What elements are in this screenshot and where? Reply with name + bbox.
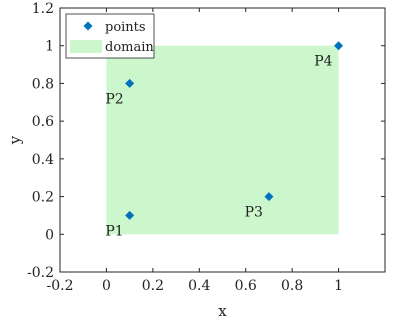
y-tick-label: 1.2 xyxy=(32,1,54,17)
y-tick-label: 0.2 xyxy=(32,190,54,206)
x-axis-label: x xyxy=(218,302,227,320)
x-tick-label: 0.6 xyxy=(235,278,257,294)
y-axis-label: y xyxy=(6,135,24,145)
legend-label-domain: domain xyxy=(105,40,154,55)
point-label: P4 xyxy=(314,54,332,70)
legend-marker-domain xyxy=(70,40,102,53)
point-label: P2 xyxy=(105,91,123,107)
x-tick-label: 1 xyxy=(334,278,343,294)
axes-box xyxy=(59,7,386,273)
y-tick-label: 0.4 xyxy=(32,152,54,168)
x-tick-label: 0.4 xyxy=(188,278,210,294)
domain-region xyxy=(106,45,339,235)
x-tick-label: -0.2 xyxy=(47,278,74,294)
legend: points domain xyxy=(65,13,155,59)
x-tick-label: 0 xyxy=(102,278,111,294)
legend-marker-points xyxy=(83,21,93,31)
point-label: P1 xyxy=(105,223,123,239)
y-tick-label: 1 xyxy=(45,39,54,55)
y-tick-label: 0.6 xyxy=(32,114,54,130)
y-tick-label: -0.2 xyxy=(27,265,54,281)
x-tick-label: 0.8 xyxy=(281,278,303,294)
legend-label-points: points xyxy=(105,20,146,35)
y-tick-label: 0.8 xyxy=(32,76,54,92)
data-point xyxy=(125,210,135,220)
data-point xyxy=(334,41,344,51)
data-point xyxy=(264,192,274,202)
x-tick-label: 0.2 xyxy=(142,278,164,294)
y-tick-label: 0 xyxy=(45,227,54,243)
point-label: P3 xyxy=(245,205,263,221)
data-point xyxy=(125,78,135,88)
